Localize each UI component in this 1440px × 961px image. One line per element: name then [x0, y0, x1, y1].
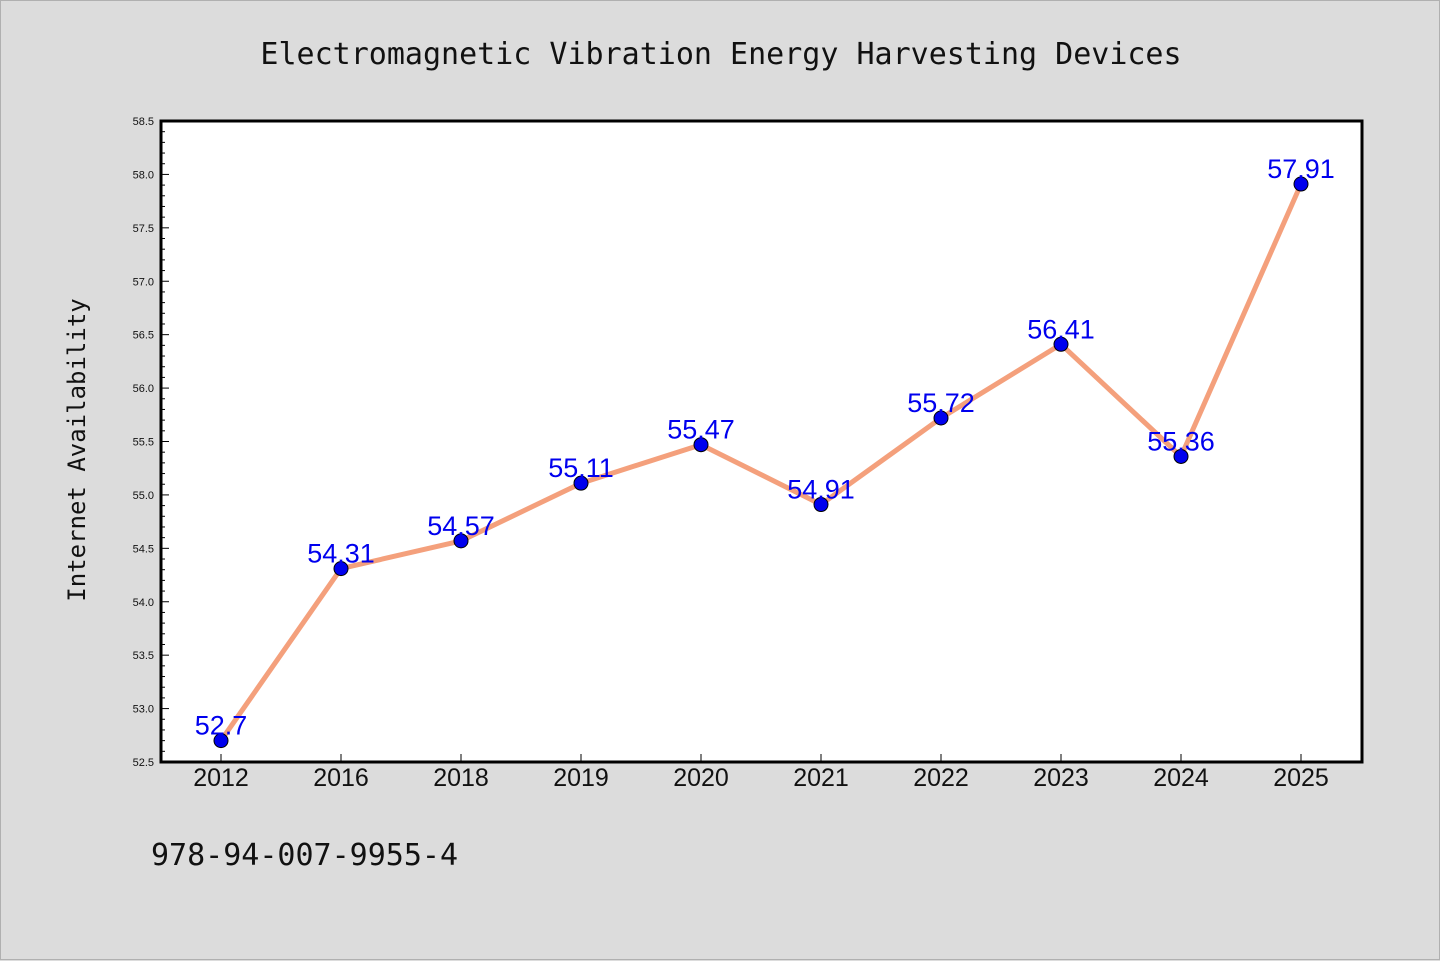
y-tick-label: 57.0 [133, 276, 154, 288]
x-tick-label: 2021 [793, 764, 849, 792]
y-tick-label: 57.5 [133, 223, 154, 235]
y-tick-label: 53.0 [133, 704, 154, 716]
data-label: 55.11 [548, 453, 614, 483]
data-labels: 52.7 54.31 54.57 55.11 55.47 54.91 55.72 56.41 5… [195, 154, 1335, 741]
x-tick-label: 2025 [1273, 764, 1329, 792]
data-label: 52.7 [195, 711, 248, 741]
x-tick-label: 2016 [313, 764, 369, 792]
data-point [813, 497, 829, 513]
data-point [453, 533, 469, 549]
data-point [1173, 448, 1189, 464]
chart-title: Electromagnetic Vibration Energy Harvest… [260, 37, 1181, 72]
y-tick-label: 53.5 [133, 650, 154, 662]
data-point [1293, 176, 1309, 192]
x-tick-label: 2018 [433, 764, 489, 792]
y-tick-label: 55.0 [133, 490, 154, 502]
data-markers [213, 176, 1309, 749]
data-label: 55.47 [667, 415, 735, 445]
x-tick-label: 2022 [913, 764, 969, 792]
y-tick-label: 55.5 [133, 437, 154, 449]
y-tick-label: 56.5 [133, 330, 154, 342]
x-tick-label: 2020 [673, 764, 729, 792]
y-tick-label: 58.0 [133, 169, 154, 181]
data-point [213, 733, 229, 749]
data-label: 54.31 [307, 539, 375, 569]
y-axis-label: Internet Availability [63, 298, 91, 601]
data-label: 55.36 [1147, 426, 1215, 456]
y-axis-ticks: 52.5 53.0 53.5 54.0 54.5 55.0 55.5 56.0 56.5 57.0… [133, 116, 169, 769]
data-label: 56.41 [1027, 314, 1095, 344]
x-tick-label: 2024 [1153, 764, 1209, 792]
data-point [693, 437, 709, 453]
data-label: 54.57 [427, 511, 495, 541]
footer-isbn: 978-94-007-9955-4 [151, 838, 458, 873]
y-tick-label: 56.0 [133, 383, 154, 395]
data-label: 57.91 [1267, 154, 1335, 184]
series-line [218, 181, 1304, 744]
x-tick-label: 2023 [1033, 764, 1089, 792]
x-tick-label: 2019 [553, 764, 609, 792]
x-tick-label: 2012 [193, 764, 249, 792]
data-point [1053, 336, 1069, 352]
y-tick-label: 52.5 [133, 757, 154, 769]
y-tick-label: 54.5 [133, 543, 154, 555]
data-label: 55.72 [907, 388, 975, 418]
y-tick-label: 58.5 [133, 116, 154, 128]
data-point [573, 475, 589, 491]
data-point [933, 410, 949, 426]
y-tick-label: 54.0 [133, 597, 154, 609]
data-point [333, 561, 349, 577]
data-label: 54.91 [787, 475, 855, 505]
x-axis-ticks: 2012 2016 2018 2019 2020 2021 2022 2023 2024 2025 [193, 754, 1329, 792]
